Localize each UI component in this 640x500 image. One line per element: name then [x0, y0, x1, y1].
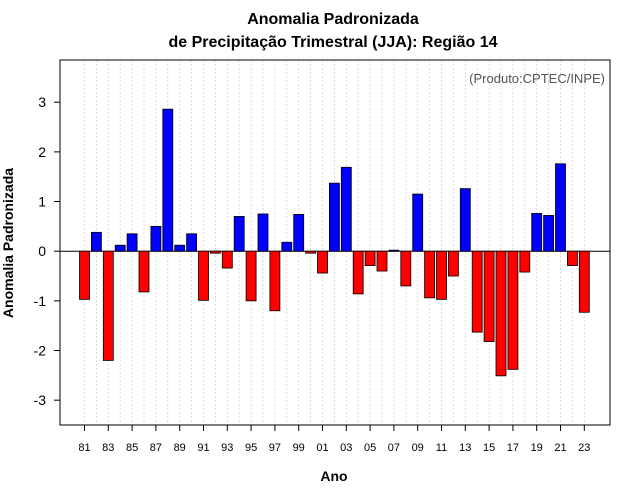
bars: [79, 108, 590, 377]
bar-05: [364, 250, 376, 266]
bar-12: [447, 250, 459, 277]
bar-84: [114, 244, 126, 252]
x-tick-label: 97: [269, 442, 281, 454]
x-tick-label: 23: [578, 442, 590, 454]
x-tick-label: 93: [221, 442, 233, 454]
y-tick-label: -1: [34, 293, 47, 309]
x-tick-label: 85: [126, 442, 138, 454]
x-tick-label: 07: [388, 442, 400, 454]
bar-98: [281, 241, 293, 252]
x-tick-label: 83: [102, 442, 114, 454]
bar-00: [305, 250, 317, 254]
y-axis-title: Anomalia Padronizada: [0, 168, 16, 318]
x-axis: 81 83 85 87 89 91 93 95 97 99 01 03 05 07 09 11 13 15 17 19…: [78, 425, 590, 454]
y-tick-label: 3: [38, 94, 46, 110]
bar-04: [352, 250, 364, 295]
y-axis: -3 -2 -1 0 1 2 3: [34, 94, 60, 408]
bar-18: [519, 250, 531, 273]
bar-10: [424, 250, 436, 299]
x-tick-label: 05: [364, 442, 376, 454]
bar-91: [198, 250, 209, 301]
bar-13: [459, 188, 471, 252]
x-tick-label: 81: [78, 442, 90, 454]
bar-83: [102, 250, 114, 361]
bar-82: [91, 231, 102, 252]
chart-title: Anomalia Padronizada: [247, 11, 419, 28]
bar-07: [388, 249, 400, 252]
bar-16: [495, 250, 507, 377]
x-tick-label: 13: [459, 442, 471, 454]
bar-19: [531, 213, 543, 252]
x-tick-label: 01: [316, 442, 328, 454]
x-tick-label: 11: [436, 442, 447, 454]
bar-87: [150, 225, 162, 252]
x-tick-label: 87: [150, 442, 162, 454]
source-annotation: (Produto:CPTEC/INPE): [469, 71, 605, 86]
bar-95: [245, 250, 257, 302]
bar-02: [328, 182, 340, 252]
bar-11: [436, 250, 447, 300]
bar-20: [543, 215, 554, 252]
bar-03: [340, 166, 352, 252]
x-tick-label: 03: [340, 442, 352, 454]
bar-81: [79, 250, 90, 300]
bar-17: [507, 250, 519, 370]
x-tick-label: 09: [412, 442, 424, 454]
y-tick-label: 2: [38, 144, 46, 160]
x-tick-label: 17: [507, 442, 519, 454]
bar-85: [126, 233, 138, 252]
bar-06: [376, 250, 388, 272]
bar-21: [555, 163, 566, 252]
y-tick-label: 0: [38, 243, 46, 259]
bar-88: [162, 108, 174, 252]
bar-93: [221, 250, 233, 269]
x-tick-label: 89: [174, 442, 186, 454]
bar-86: [138, 250, 150, 293]
x-tick-label: 95: [245, 442, 257, 454]
bar-94: [233, 216, 245, 252]
plot-frame: [59, 59, 611, 426]
x-tick-label: 19: [531, 442, 543, 454]
x-tick-label: 91: [197, 442, 209, 454]
bar-99: [293, 214, 305, 252]
bar-23: [578, 250, 590, 313]
y-tick-label: 1: [38, 194, 46, 210]
bar-90: [186, 233, 198, 252]
x-tick-label: 15: [483, 442, 495, 454]
x-axis-title: Ano: [320, 468, 347, 484]
bar-97: [269, 250, 281, 312]
bar-89: [174, 244, 186, 252]
x-tick-label: 21: [554, 442, 566, 454]
bar-22: [567, 250, 578, 266]
chart-subtitle: de Precipitação Trimestral (JJA): Região…: [168, 34, 497, 51]
bar-14: [471, 250, 483, 333]
bar-96: [257, 213, 269, 252]
bar-01: [317, 250, 328, 274]
bar-09: [412, 193, 424, 252]
y-tick-label: -3: [34, 392, 47, 408]
bar-15: [483, 250, 495, 342]
y-tick-label: -2: [34, 343, 47, 359]
x-tick-label: 99: [293, 442, 305, 454]
bar-08: [400, 250, 412, 287]
bar-92: [209, 250, 221, 254]
